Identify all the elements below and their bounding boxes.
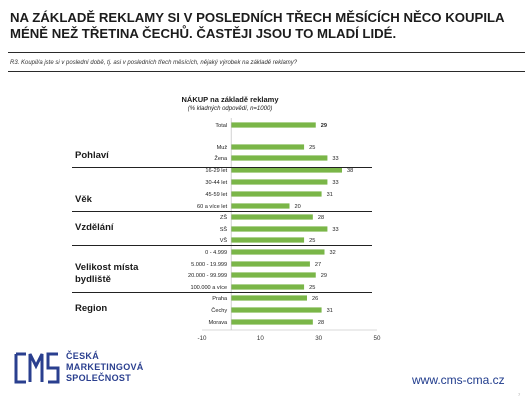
bar	[231, 122, 316, 128]
chart-subtitle: (% kladných odpovědí, n=1000)	[187, 106, 273, 112]
bar	[231, 237, 305, 243]
x-tick-label: 10	[257, 335, 264, 342]
category-label: 60 a více let	[197, 204, 228, 210]
bar	[231, 203, 290, 209]
bar	[231, 179, 328, 185]
data-label: 20	[295, 204, 301, 210]
bar	[231, 295, 307, 301]
data-label: 38	[347, 168, 353, 174]
bar	[231, 155, 328, 161]
group-label-pohlavi: Pohlaví	[75, 150, 109, 161]
data-label: 29	[321, 273, 327, 279]
chart-title: NÁKUP na základě reklamy	[181, 95, 279, 104]
logo-line: MARKETINGOVÁ	[66, 362, 144, 372]
category-label: Morava	[209, 320, 229, 326]
category-label: Praha	[212, 296, 228, 302]
data-label: 28	[318, 215, 324, 221]
category-label: 30-44 let	[205, 180, 227, 186]
bar	[231, 319, 313, 325]
x-tick-label: 50	[374, 335, 381, 342]
data-label: 25	[309, 238, 315, 244]
category-label: 16-29 let	[205, 168, 227, 174]
data-label: 25	[309, 285, 315, 291]
category-label: Total	[215, 123, 227, 129]
data-label: 32	[330, 250, 336, 256]
category-label: 100.000 a více	[190, 285, 227, 291]
category-label: Žena	[214, 154, 228, 162]
bar	[231, 307, 322, 313]
data-label: 26	[312, 296, 318, 302]
category-label: 0 - 4.999	[205, 250, 227, 256]
category-label: Čechy	[211, 307, 227, 314]
bar	[231, 249, 325, 255]
website-link[interactable]: www.cms-cma.cz	[412, 373, 505, 387]
bar	[231, 144, 305, 150]
data-label: 33	[332, 227, 338, 233]
question-divider	[8, 71, 525, 72]
data-label: 28	[318, 320, 324, 326]
bar	[231, 167, 342, 173]
bar	[231, 284, 305, 290]
category-label: Muž	[217, 145, 228, 151]
title-divider	[8, 52, 525, 53]
category-label: ZŠ	[220, 214, 227, 221]
data-label: 31	[327, 192, 333, 198]
data-label: 31	[327, 308, 333, 314]
group-divider	[72, 292, 372, 293]
data-label: 27	[315, 262, 321, 268]
bar	[231, 272, 316, 278]
data-label: 25	[309, 145, 315, 151]
bar	[231, 191, 322, 197]
bar	[231, 261, 310, 267]
category-label: SŠ	[220, 226, 228, 233]
group-label-vzdelani: Vzdělání	[75, 222, 114, 233]
logo-line: ČESKÁ	[66, 351, 100, 361]
category-label: 20.000 - 99.999	[188, 273, 227, 279]
group-label-velikost-mista: Velikost místa bydliště	[75, 262, 139, 285]
group-divider	[72, 167, 372, 168]
group-label-region: Region	[75, 303, 108, 314]
page-number: 7	[518, 392, 521, 397]
group-divider	[72, 245, 372, 246]
data-label: 33	[332, 156, 338, 162]
group-divider	[72, 211, 372, 212]
cms-logo-icon	[14, 352, 60, 384]
category-label: 5.000 - 19.999	[191, 262, 227, 268]
group-label-vek: Věk	[75, 194, 92, 205]
logo-wordmark: ČESKÁ MARKETINGOVÁ SPOLEČNOST	[66, 351, 144, 384]
bar	[231, 214, 313, 220]
logo-line: SPOLEČNOST	[66, 373, 132, 383]
bar	[231, 226, 328, 232]
category-label: VŠ	[220, 237, 228, 244]
slide-title: NA ZÁKLADĚ REKLAMY SI V POSLEDNÍCH TŘECH…	[10, 10, 505, 41]
x-tick-label: 30	[315, 335, 322, 342]
x-tick-label: -10	[198, 335, 208, 342]
data-label: 33	[332, 180, 338, 186]
survey-question: R3. Koupil/a jste si v poslední době, tj…	[10, 60, 298, 66]
data-label: 29	[321, 123, 327, 129]
category-label: 45-59 let	[205, 192, 227, 198]
